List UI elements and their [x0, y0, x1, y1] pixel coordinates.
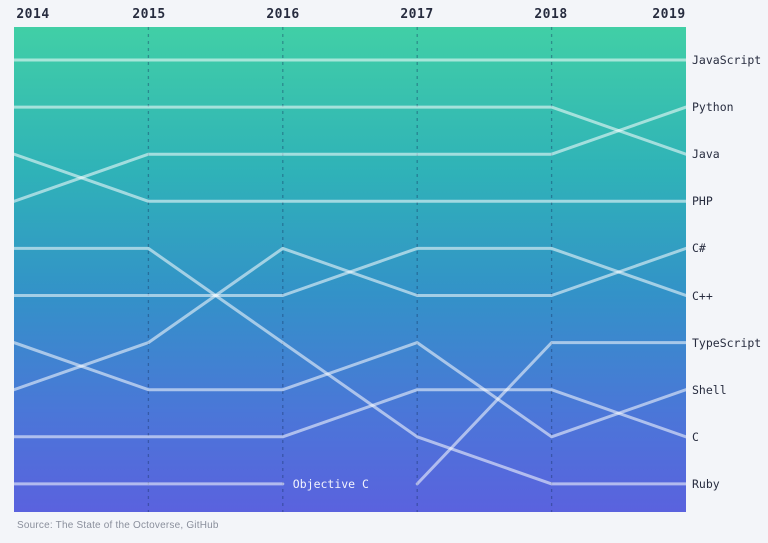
year-label-2018: 2018 [534, 7, 568, 22]
rank-line-python [14, 105, 686, 203]
rank-line-c [14, 388, 686, 439]
language-label-c: C++ [692, 288, 713, 303]
language-label-typescript: TypeScript [692, 335, 762, 350]
inline-label-objective-c: Objective C [293, 477, 369, 491]
language-label-php: PHP [692, 194, 713, 209]
language-label-c: C [692, 429, 699, 444]
language-label-ruby: Ruby [692, 476, 720, 491]
year-label-2014: 2014 [16, 7, 50, 22]
language-label-python: Python [692, 100, 734, 115]
rank-line-php [14, 152, 686, 203]
year-label-2019: 2019 [652, 7, 686, 22]
rank-line-typescript [415, 341, 686, 486]
language-label-javascript: JavaScript [692, 53, 762, 67]
language-label-c: C# [692, 241, 706, 256]
bump-chart-canvas: Objective C [14, 27, 686, 512]
rank-line-shell [14, 341, 686, 439]
source-note: Source: The State of the Octoverse, GitH… [17, 520, 219, 531]
rank-line-ruby [14, 246, 686, 486]
language-label-shell: Shell [692, 382, 727, 397]
chart-gradient-background [14, 27, 686, 512]
rank-line-c [14, 246, 686, 297]
year-label-2015: 2015 [132, 7, 166, 22]
year-label-2017: 2017 [400, 7, 434, 22]
language-label-java: Java [692, 147, 720, 162]
rank-line-java [14, 105, 686, 156]
year-label-2016: 2016 [266, 7, 300, 22]
